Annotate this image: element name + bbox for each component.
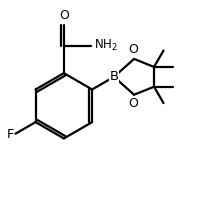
Text: O: O — [128, 43, 138, 56]
Text: B: B — [109, 70, 119, 83]
Text: O: O — [60, 9, 70, 22]
Text: F: F — [7, 128, 14, 141]
Text: NH$_2$: NH$_2$ — [94, 38, 118, 53]
Text: O: O — [128, 97, 138, 110]
